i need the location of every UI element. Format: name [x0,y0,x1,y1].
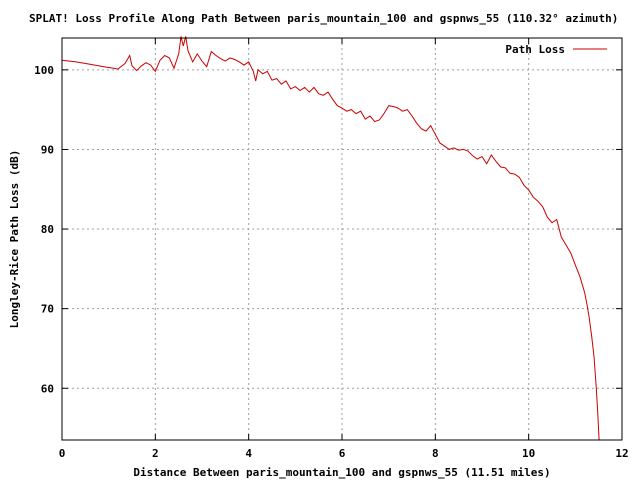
plot-frame [61,37,623,441]
axis-ticks [61,38,623,440]
x-tick-label: 4 [245,447,252,460]
x-tick-label: 10 [522,447,535,460]
x-tick-label: 12 [615,447,628,460]
series-layer [61,36,600,441]
legend: Path Loss [505,43,607,56]
grid [62,38,622,440]
tick-labels: 0 2 4 6 8 10 12 60 70 80 90 100 [34,64,629,460]
x-tick-label: 6 [339,447,346,460]
series-line-path-loss [61,36,600,441]
x-axis-label: Distance Between paris_mountain_100 and … [133,466,550,479]
chart-title: SPLAT! Loss Profile Along Path Between p… [29,12,618,25]
y-tick-label: 90 [41,143,54,156]
x-tick-label: 8 [432,447,439,460]
y-axis-label: Longley-Rice Path Loss (dB) [8,150,21,329]
y-tick-label: 100 [34,64,54,77]
x-tick-label: 0 [59,447,66,460]
x-tick-label: 2 [152,447,159,460]
legend-label: Path Loss [505,43,565,56]
y-tick-label: 80 [41,223,54,236]
y-tick-label: 60 [41,382,54,395]
y-tick-label: 70 [41,303,54,316]
